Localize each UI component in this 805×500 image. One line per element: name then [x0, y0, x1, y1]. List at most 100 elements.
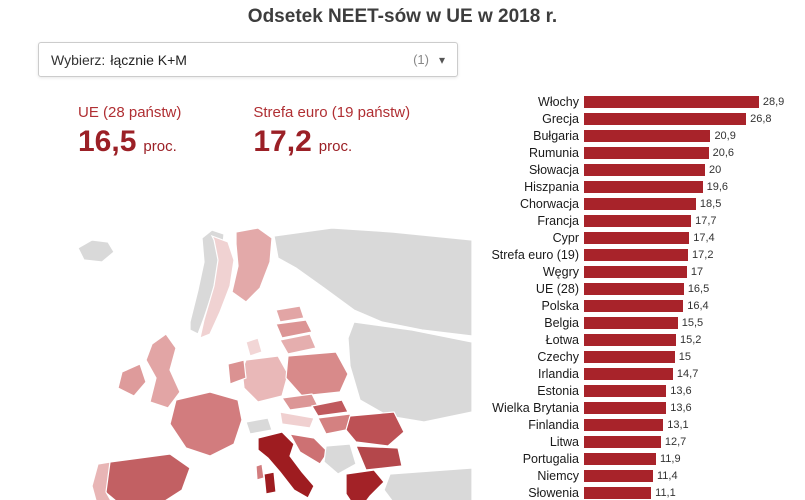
bar-label: Litwa [549, 434, 579, 449]
map-portugal [91, 461, 112, 500]
bar [584, 384, 667, 397]
map-estonia [275, 305, 305, 323]
bar-value: 18,5 [699, 197, 722, 210]
bar-value: 16,4 [687, 299, 709, 312]
bar-value: 12,7 [664, 435, 687, 448]
stat-unit: proc. [143, 138, 177, 155]
filter-dropdown[interactable]: Wybierz: łącznie K+M (1) ▾ [38, 42, 458, 77]
map-united-kingdom [145, 333, 181, 409]
bar-value: 20 [709, 163, 722, 176]
bar [584, 435, 661, 448]
bar-value: 15 [678, 350, 691, 363]
bar-label: Węgry [542, 264, 579, 279]
bar-value: 11,9 [659, 452, 681, 465]
bar-value: 17 [690, 265, 704, 278]
bar-value: 13,6 [670, 401, 692, 414]
bar-value: 11,4 [656, 469, 678, 482]
bar-row: Niemcy 11,4 [478, 467, 805, 484]
bar-row: Hiszpania 19,6 [478, 178, 805, 195]
bar-row: Czechy 15 [478, 348, 805, 365]
bar-label: Włochy [538, 94, 579, 109]
bar-label: Słowacja [528, 162, 579, 177]
bar-value: 17,4 [693, 231, 715, 244]
bar [584, 316, 678, 329]
bar-value: 20,6 [712, 146, 735, 159]
dropdown-count: (1) [413, 52, 429, 67]
bar-label: Portugalia [522, 451, 579, 466]
map-western-balkans [323, 443, 357, 475]
map-latvia [275, 319, 313, 339]
bar-label: Strefa euro (19) [491, 247, 579, 262]
bar [584, 367, 673, 380]
bar [584, 299, 684, 312]
bar [584, 214, 692, 227]
bar [584, 231, 690, 244]
map-italy [257, 431, 315, 499]
stat-label: Strefa euro (19 państw) [253, 104, 411, 121]
map-greece [345, 469, 385, 500]
bar [584, 282, 684, 295]
bar [584, 163, 705, 176]
bar [584, 112, 747, 125]
dropdown-label: Wybierz: [51, 51, 106, 68]
bar-value: 19,6 [706, 180, 728, 193]
bar-label: Polska [541, 298, 579, 313]
bar-value: 26,8 [750, 112, 772, 125]
map-bulgaria [355, 445, 403, 471]
europe-map-svg [77, 227, 473, 500]
bar [584, 95, 759, 108]
bar-row: Włochy 28,9 [478, 93, 805, 110]
bar-value: 11,1 [655, 486, 676, 499]
map-spain [97, 453, 191, 500]
bar [584, 265, 687, 278]
map-russia [273, 227, 473, 337]
map-ireland [117, 363, 147, 397]
map-denmark [245, 337, 263, 357]
bar-value: 15,2 [679, 333, 702, 346]
bar [584, 486, 652, 499]
map-switzerland [245, 417, 273, 435]
map-romania [345, 411, 405, 447]
map-sweden [199, 234, 235, 339]
bar [584, 197, 696, 210]
bar [584, 401, 667, 414]
bar-label: Estonia [537, 383, 579, 398]
map-slovakia [311, 399, 349, 417]
map-turkey [383, 467, 473, 500]
bar [584, 418, 664, 431]
bar-row: Polska 16,4 [478, 297, 805, 314]
map-sardinia [263, 471, 277, 495]
bar-value: 13,6 [670, 384, 692, 397]
bar-label: Cypr [552, 230, 579, 245]
bar-label: Rumunia [528, 145, 579, 160]
bar [584, 469, 653, 482]
chevron-down-icon: ▾ [438, 52, 445, 67]
bar-label: Hiszpania [524, 179, 579, 194]
map-iceland [77, 239, 115, 263]
bar-row: Portugalia 11,9 [478, 450, 805, 467]
bar-label: Francja [537, 213, 579, 228]
map-france [169, 391, 243, 457]
bar-row: Rumunia 20,6 [478, 144, 805, 161]
bar-row: Strefa euro (19) 17,2 [478, 246, 805, 263]
bar-value: 16,5 [687, 282, 710, 295]
bar-row: Chorwacja 18,5 [478, 195, 805, 212]
bar-value: 17,7 [695, 214, 717, 227]
bar-label: Czechy [537, 349, 579, 364]
stat-value: 17,2 [253, 125, 312, 158]
bar [584, 248, 689, 261]
bar-row: Węgry 17 [478, 263, 805, 280]
bar-chart: Włochy 28,9 Grecja 26,8 Bułgaria 20,9 Rumunia 2… [478, 93, 805, 500]
bar-label: Belgia [544, 315, 579, 330]
bar-label: Łotwa [545, 332, 579, 347]
bar-value: 28,9 [762, 95, 785, 108]
bar-row: Bułgaria 20,9 [478, 127, 805, 144]
bar-row: Grecja 26,8 [478, 110, 805, 127]
bar-label: Irlandia [538, 366, 579, 381]
stat-value: 16,5 [78, 125, 137, 158]
bar-label: Niemcy [537, 468, 579, 483]
europe-choropleth-map [52, 226, 473, 500]
bar-label: UE (28) [535, 281, 579, 296]
map-slovenia-croatia [288, 433, 329, 465]
